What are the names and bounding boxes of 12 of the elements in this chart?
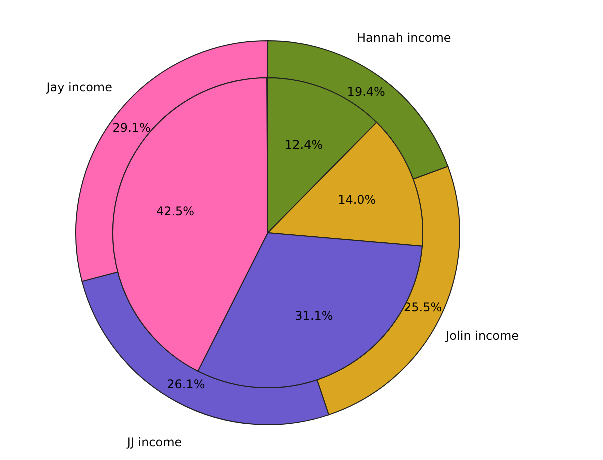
data-label: 31.1% — [295, 308, 334, 323]
data-label: 26.1% — [167, 377, 206, 392]
slice-label: Hannah income — [356, 30, 452, 45]
data-label: 29.1% — [112, 120, 151, 135]
data-label: 14.0% — [338, 193, 376, 208]
data-label: 42.5% — [156, 204, 195, 218]
data-label: 12.4% — [284, 138, 324, 152]
data-label: 19.4% — [347, 84, 386, 99]
slice-label: Jay income — [46, 80, 112, 95]
data-label: 25.5% — [404, 300, 442, 314]
slice-label: Jolin income — [445, 328, 520, 343]
slice-label: JJ income — [126, 435, 182, 450]
